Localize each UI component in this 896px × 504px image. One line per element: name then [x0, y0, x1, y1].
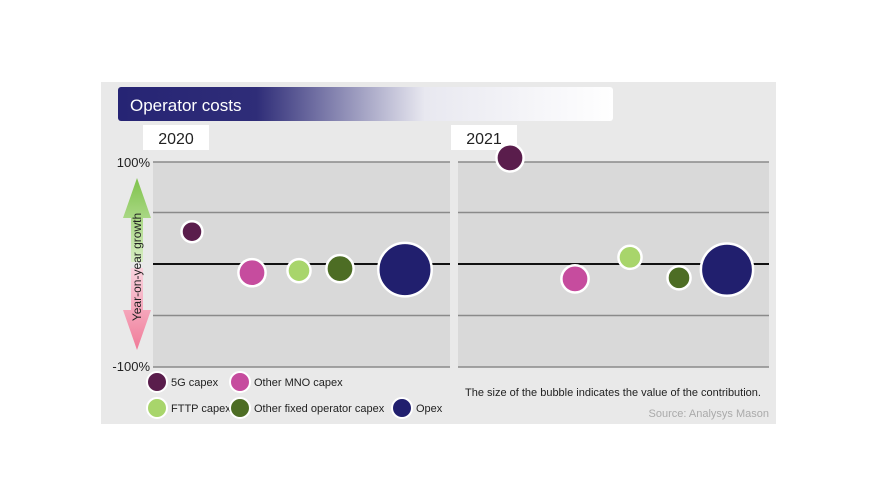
bubble-2021-opex	[699, 242, 755, 297]
legend-label-other-mno-capex: Other MNO capex	[254, 377, 343, 389]
y-tick-bottom: -100%	[112, 359, 150, 374]
bubble-2021-other-fixed-operator-capex	[666, 265, 692, 291]
bubble-2020-fttp-capex	[286, 257, 312, 284]
panel-2020-label-box	[143, 125, 209, 150]
title-banner	[118, 87, 613, 121]
legend-swatch-other-mno-capex	[229, 371, 251, 393]
bubble-2021-5g-capex	[495, 143, 525, 173]
bubble-2020-5g-capex	[180, 219, 204, 244]
source-note: Source: Analysys Mason	[649, 408, 769, 420]
legend-swatch-5g-capex	[146, 371, 168, 393]
chart-title: Operator costs	[130, 96, 242, 115]
bubble-2020-other-mno-capex	[237, 257, 267, 288]
legend-label-other-fixed-operator-capex: Other fixed operator capex	[254, 403, 385, 415]
panel-2020-label: 2020	[158, 131, 194, 148]
legend-label-5g-capex: 5G capex	[171, 377, 219, 389]
bubbles-layer	[180, 143, 755, 298]
bubble-2020-other-fixed-operator-capex	[325, 253, 355, 284]
legend-label-fttp-capex: FTTP capex	[171, 403, 231, 415]
legend-swatch-opex	[391, 397, 413, 419]
legend-label-opex: Opex	[416, 403, 443, 415]
panel-2021-label: 2021	[466, 131, 502, 148]
bubble-chart: Operator costs 2020 2021 100% -100% Yea	[101, 82, 776, 424]
y-tick-top: 100%	[117, 155, 151, 170]
chart-figure: Operator costs 2020 2021 100% -100% Yea	[101, 82, 776, 424]
panel-2020-gridlines	[153, 161, 450, 368]
growth-up-arrow	[123, 178, 151, 262]
bubble-2021-other-mno-capex	[560, 263, 590, 294]
growth-down-arrow	[123, 268, 151, 350]
legend-swatch-other-fixed-operator-capex	[229, 397, 251, 419]
y-axis-label: Year-on-year growth	[130, 213, 144, 321]
size-note: The size of the bubble indicates the val…	[465, 387, 761, 399]
bubble-2021-fttp-capex	[617, 244, 643, 271]
panel-2021-gridlines	[458, 161, 769, 368]
bubble-2020-opex	[377, 241, 433, 298]
legend-swatch-fttp-capex	[146, 397, 168, 419]
legend: 5G capex Other MNO capex FTTP capex Other f…	[146, 371, 443, 419]
